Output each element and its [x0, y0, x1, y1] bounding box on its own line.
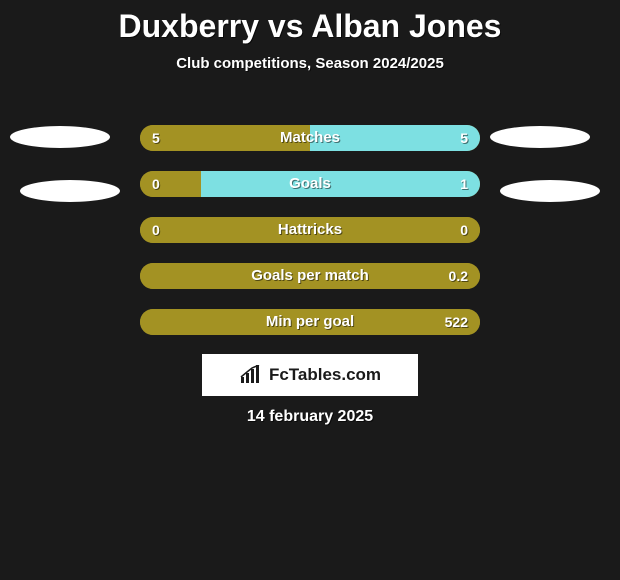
stat-label: Matches: [140, 125, 480, 151]
player-avatar-right: [500, 180, 600, 202]
stats-comparison: 55Matches 01Goals 00Hattricks 0.2Goals per …: [140, 125, 480, 355]
player-avatar-left: [20, 180, 120, 202]
stat-row: 522Min per goal: [140, 309, 480, 335]
stat-label: Min per goal: [140, 309, 480, 335]
player-avatar-left: [10, 126, 110, 148]
date-label: 14 february 2025: [0, 408, 620, 426]
stat-label: Goals: [140, 171, 480, 197]
stat-row: 01Goals: [140, 171, 480, 197]
stat-label: Goals per match: [140, 263, 480, 289]
chart-icon: [239, 365, 263, 385]
player-avatar-right: [490, 126, 590, 148]
stat-row: 00Hattricks: [140, 217, 480, 243]
stat-row: 0.2Goals per match: [140, 263, 480, 289]
brand-badge: FcTables.com: [202, 354, 418, 396]
stat-label: Hattricks: [140, 217, 480, 243]
stat-row: 55Matches: [140, 125, 480, 151]
page-title: Duxberry vs Alban Jones: [0, 0, 620, 45]
brand-text: FcTables.com: [269, 365, 381, 385]
subtitle: Club competitions, Season 2024/2025: [0, 55, 620, 72]
